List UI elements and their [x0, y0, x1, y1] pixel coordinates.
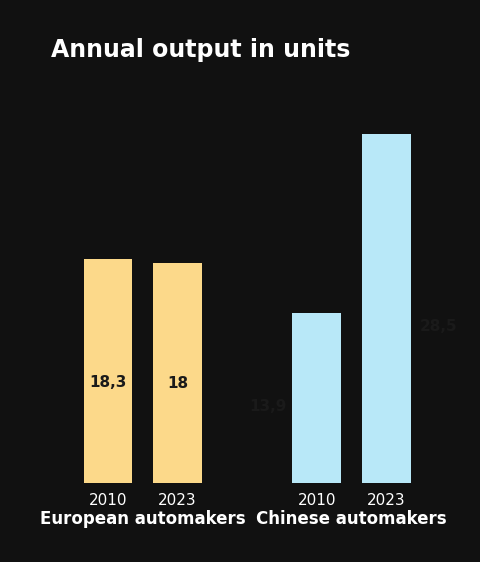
Text: Chinese automakers: Chinese automakers [256, 510, 447, 528]
Text: 2023: 2023 [367, 493, 406, 508]
Text: 13,9: 13,9 [250, 399, 287, 414]
Bar [292, 313, 341, 483]
Bar [362, 134, 411, 483]
Text: 2010: 2010 [298, 493, 336, 508]
Text: 18: 18 [167, 377, 188, 392]
Text: 18,3: 18,3 [89, 375, 127, 390]
Bar [153, 262, 202, 483]
Text: 2010: 2010 [89, 493, 127, 508]
Text: 28,5: 28,5 [420, 319, 457, 334]
Bar [84, 259, 132, 483]
Text: Annual output in units: Annual output in units [51, 38, 350, 62]
Text: European automakers: European automakers [40, 510, 246, 528]
Text: 2023: 2023 [158, 493, 197, 508]
